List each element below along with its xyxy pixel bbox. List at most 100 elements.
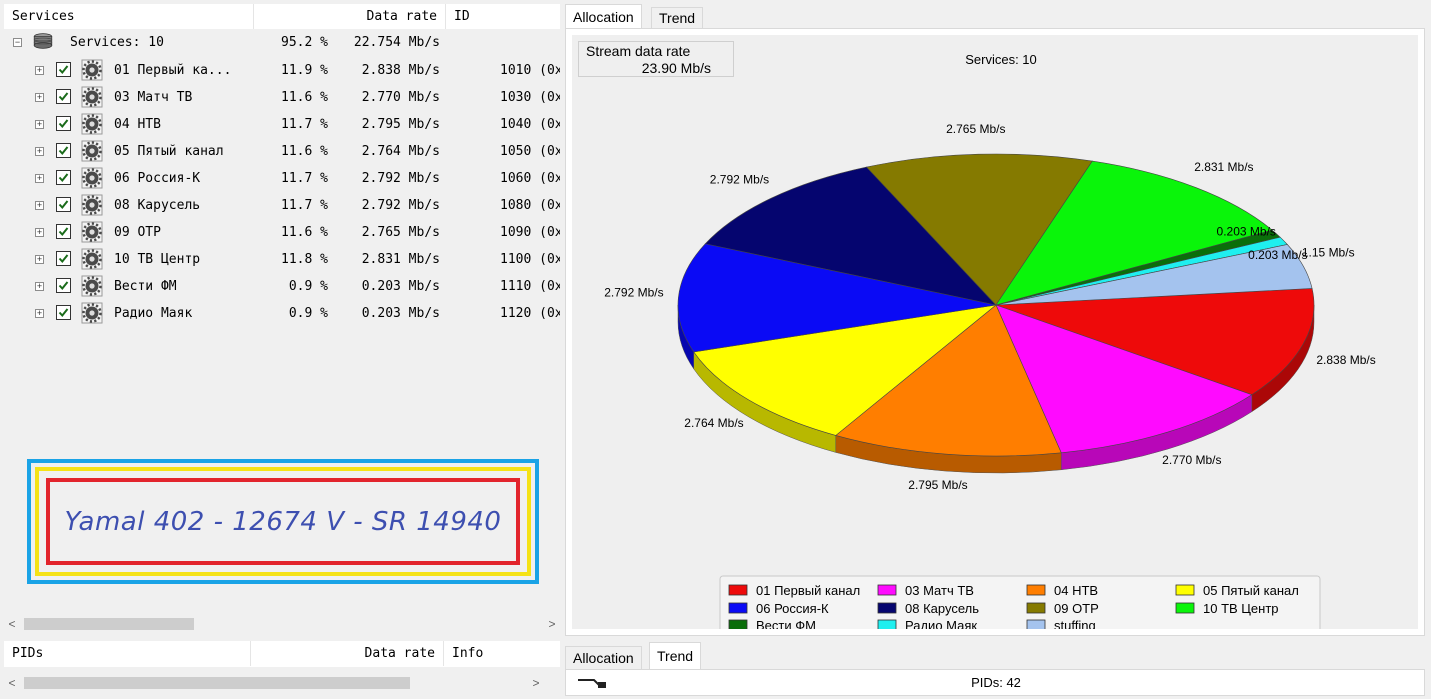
services-horizontal-scrollbar[interactable]: < > — [4, 614, 560, 634]
service-checkbox[interactable] — [56, 62, 71, 77]
pids-panel: PIDs Data rate Info < > — [0, 641, 562, 699]
legend-item: stuffing — [1026, 618, 1096, 629]
service-checkbox[interactable] — [56, 251, 71, 266]
expand-icon[interactable]: + — [35, 281, 44, 291]
service-row[interactable]: +06 Россия-К 11.7 % 2.792 Mb/s 1060 (0x0424 — [4, 165, 560, 192]
legend-item: 03 Матч ТВ — [877, 583, 974, 598]
column-pid-data-rate[interactable]: Data rate — [251, 641, 444, 666]
service-checkbox[interactable] — [56, 89, 71, 104]
service-id: 1040 (0x0410 — [500, 117, 560, 132]
pids-chart-panel: Allocation Trend PIDs: 42 — [565, 641, 1425, 699]
pie-slice[interactable] — [995, 244, 1313, 306]
service-name: 09 ОТР — [114, 225, 161, 240]
overlay-frame: Yamal 402 - 12674 V - SR 14940 — [27, 459, 539, 584]
stream-rate-box: Stream data rate 23.90 Mb/s — [578, 41, 734, 77]
stream-rate-label: Stream data rate — [586, 43, 691, 59]
collapse-icon[interactable]: − — [13, 37, 22, 47]
expand-icon[interactable]: + — [35, 308, 44, 318]
pie-slice-label: 2.792 Mb/s — [604, 285, 663, 299]
pie-slice[interactable] — [995, 304, 1253, 454]
service-row[interactable]: +10 ТВ Центр 11.8 % 2.831 Mb/s 1100 (0x044C — [4, 246, 560, 273]
tab-allocation[interactable]: Allocation — [565, 4, 642, 28]
stream-rate-value: 23.90 Mb/s — [641, 60, 711, 76]
pie-slice[interactable] — [693, 304, 998, 436]
pids-horizontal-scrollbar[interactable]: < > — [4, 673, 544, 693]
legend-swatch — [728, 584, 748, 596]
pids-table-header: PIDs Data rate Info — [4, 641, 560, 667]
service-checkbox[interactable] — [56, 278, 71, 293]
column-pids[interactable]: PIDs — [4, 641, 251, 666]
root-rate: 22.754 Mb/s — [353, 35, 440, 50]
chart-area: 2.838 Mb/s 2.770 Mb/s 2.795 Mb/s 2.764 Mb/s… — [572, 35, 1418, 629]
pie-slice-label: 2.765 Mb/s — [946, 122, 1005, 136]
service-name: Радио Маяк — [114, 306, 193, 321]
expand-icon[interactable]: + — [35, 173, 44, 183]
column-info[interactable]: Info — [452, 646, 484, 661]
scroll-thumb[interactable] — [24, 618, 194, 630]
service-checkbox[interactable] — [56, 197, 71, 212]
service-rate: 2.831 Mb/s — [361, 252, 440, 267]
legend-swatch — [728, 602, 748, 614]
expand-icon[interactable]: + — [35, 92, 44, 102]
expand-icon[interactable]: + — [35, 200, 44, 210]
service-rate: 2.792 Mb/s — [361, 171, 440, 186]
pie-slice[interactable] — [704, 166, 997, 306]
service-row[interactable]: +03 Матч ТВ 11.6 % 2.770 Mb/s 1030 (0x0406 — [4, 84, 560, 111]
service-percent: 11.6 % — [281, 144, 328, 159]
column-services[interactable]: Services — [4, 4, 254, 29]
pie-slice[interactable] — [677, 243, 997, 353]
service-id: 1100 (0x044C — [500, 252, 560, 267]
pie-slice[interactable] — [865, 153, 1093, 306]
scroll-left-icon[interactable]: < — [8, 676, 16, 690]
service-row[interactable]: +05 Пятый канал 11.6 % 2.764 Mb/s 1050 (0x0… — [4, 138, 560, 165]
legend-swatch — [877, 602, 897, 614]
legend-label: 08 Карусель — [905, 601, 979, 616]
expand-icon[interactable]: + — [35, 65, 44, 75]
column-id[interactable]: ID — [454, 9, 470, 24]
chart-tool-icon[interactable] — [576, 672, 608, 692]
pie-slice[interactable] — [995, 160, 1273, 306]
column-data-rate[interactable]: Data rate — [254, 4, 446, 29]
expand-icon[interactable]: + — [35, 119, 44, 129]
service-row[interactable]: + Вести ФМ 0.9 % 0.203 Mb/s 1110 (0x0456 — [4, 273, 560, 300]
pie-chart: 2.838 Mb/s 2.770 Mb/s 2.795 Mb/s 2.764 Mb/s… — [604, 52, 1376, 629]
tab-trend[interactable]: Trend — [651, 7, 704, 28]
pie-slice[interactable] — [835, 304, 1062, 457]
scroll-left-icon[interactable]: < — [8, 617, 16, 631]
legend-item: Радио Маяк — [877, 618, 977, 629]
expand-icon[interactable]: + — [35, 227, 44, 237]
service-checkbox[interactable] — [56, 305, 71, 320]
legend-swatch — [728, 619, 748, 629]
tab-trend-bottom[interactable]: Trend — [649, 642, 702, 669]
expand-icon[interactable]: + — [35, 254, 44, 264]
scroll-right-icon[interactable]: > — [532, 676, 540, 690]
service-row[interactable]: + Радио Маяк 0.9 % 0.203 Mb/s 1120 (0x0460 — [4, 300, 560, 327]
allocation-content: 2.838 Mb/s 2.770 Mb/s 2.795 Mb/s 2.764 Mb/s… — [565, 28, 1425, 636]
service-row[interactable]: +04 НТВ 11.7 % 2.795 Mb/s 1040 (0x0410 — [4, 111, 560, 138]
service-checkbox[interactable] — [56, 170, 71, 185]
tab-allocation-bottom[interactable]: Allocation — [565, 646, 642, 669]
service-percent: 11.7 % — [281, 171, 328, 186]
legend-label: 01 Первый канал — [756, 583, 860, 598]
gear-icon — [81, 302, 103, 324]
service-row[interactable]: +01 Первый ка... 11.9 % 2.838 Mb/s 1010 (0x… — [4, 57, 560, 84]
service-percent: 0.9 % — [288, 279, 328, 294]
scroll-right-icon[interactable]: > — [548, 617, 556, 631]
scroll-thumb[interactable] — [24, 677, 410, 689]
legend-swatch — [1175, 602, 1195, 614]
service-id: 1090 (0x0442 — [500, 225, 560, 240]
service-id: 1110 (0x0456 — [500, 279, 560, 294]
service-checkbox[interactable] — [56, 224, 71, 239]
legend-item: Вести ФМ — [728, 618, 816, 629]
service-row[interactable]: +09 ОТР 11.6 % 2.765 Mb/s 1090 (0x0442 — [4, 219, 560, 246]
pie-slice[interactable] — [995, 288, 1315, 396]
services-table-header: Services Data rate ID — [4, 4, 560, 30]
pie-slice-label: 2.764 Mb/s — [684, 416, 743, 430]
service-name: 03 Матч ТВ — [114, 90, 193, 105]
service-row[interactable]: +08 Карусель 11.7 % 2.792 Mb/s 1080 (0x0438 — [4, 192, 560, 219]
tree-root-services[interactable]: − Services: 10 95.2 % 22.754 Mb/s — [4, 29, 560, 56]
service-checkbox[interactable] — [56, 143, 71, 158]
pie-slice-label: 2.795 Mb/s — [908, 478, 967, 492]
service-checkbox[interactable] — [56, 116, 71, 131]
expand-icon[interactable]: + — [35, 146, 44, 156]
